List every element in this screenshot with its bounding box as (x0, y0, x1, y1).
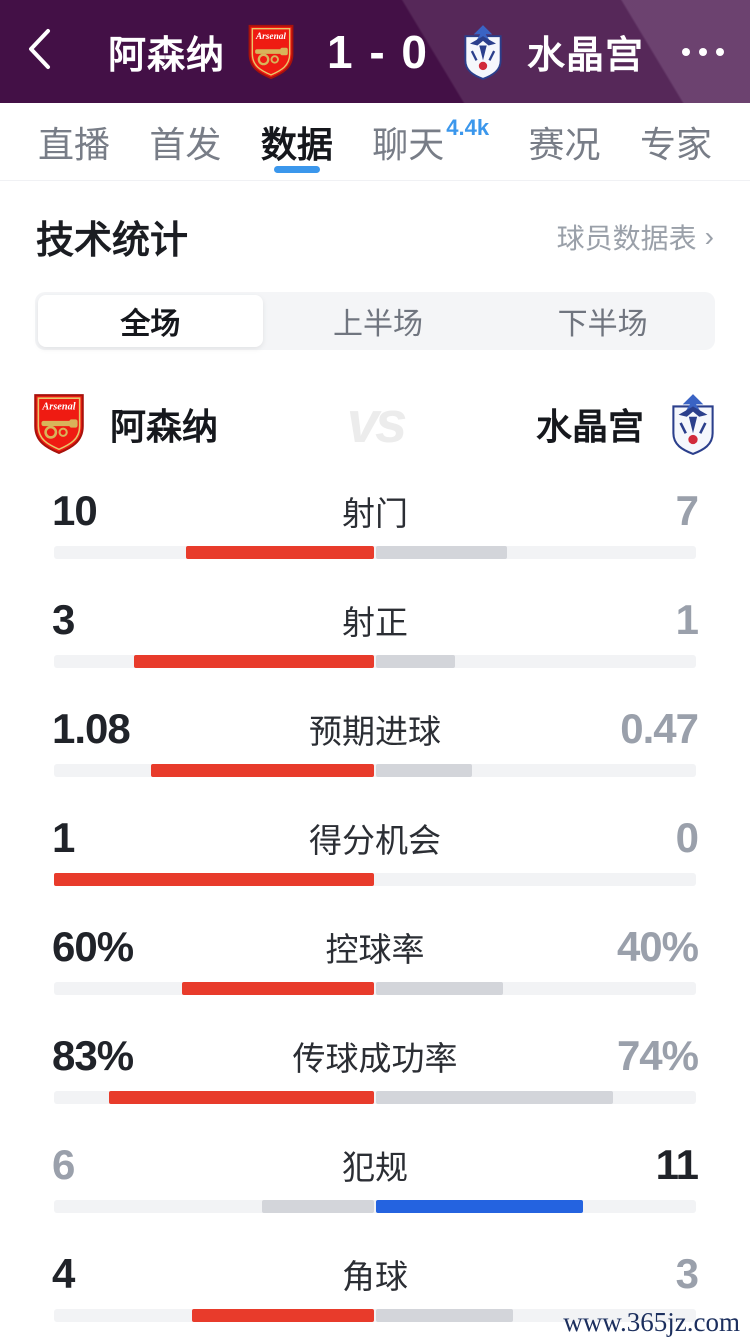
svg-text:Arsenal: Arsenal (41, 402, 75, 413)
header-away-team-name: 水晶宫 (527, 35, 645, 77)
away-stat-value: 0.47 (620, 705, 699, 752)
period-segmented-control: 全场 上半场 下半场 (35, 292, 715, 350)
stat-bar-track (54, 1309, 696, 1322)
away-stat-value: 7 (675, 487, 699, 534)
stat-row-预期进球: 1.08 预期进球 0.47 (0, 684, 750, 793)
home-stat-bar (134, 655, 374, 668)
arsenal-badge-icon: Arsenal (28, 392, 90, 456)
away-stat-value: 40% (616, 923, 699, 970)
segment-上半场[interactable]: 上半场 (333, 308, 423, 341)
away-team: 水晶宫 (536, 392, 722, 456)
stat-label: 预期进球 (309, 713, 441, 750)
stat-row-得分机会: 1 得分机会 0 (0, 793, 750, 902)
stat-bar-track (54, 1091, 696, 1104)
crystal-palace-badge-icon (664, 392, 722, 456)
more-dots-icon (682, 47, 690, 56)
stat-label: 控球率 (325, 931, 425, 968)
stat-row-传球成功率: 83% 传球成功率 74% (0, 1011, 750, 1120)
away-stat-value: 74% (616, 1032, 699, 1079)
stat-bar-track (54, 1200, 696, 1213)
segment-下半场[interactable]: 下半场 (557, 308, 648, 341)
home-stat-value: 3 (52, 596, 75, 643)
tab-专家[interactable]: 专家 (639, 123, 712, 165)
stat-bar-track (54, 546, 696, 559)
tab-赛况[interactable]: 赛况 (528, 123, 601, 165)
top-tabbar: 直播 首发 数据 聊天 4.4k 赛况 专家 (0, 103, 750, 181)
site-watermark: www.365jz.com (563, 1307, 740, 1337)
away-stat-bar (376, 764, 473, 777)
stat-label: 角球 (342, 1258, 408, 1295)
teams-row: Arsenal 阿森纳 vs 水晶宫 (0, 390, 750, 458)
home-stat-bar (186, 546, 374, 559)
back-button[interactable] (26, 22, 70, 82)
home-stat-value: 4 (52, 1250, 75, 1297)
home-stat-bar (191, 1309, 374, 1322)
arsenal-badge-icon: Arsenal (243, 23, 299, 81)
home-stat-bar (54, 873, 374, 886)
away-stat-bar (376, 546, 508, 559)
stat-bar-track (54, 655, 696, 668)
segment-全场[interactable]: 全场 (38, 295, 263, 347)
stat-label: 传球成功率 (292, 1040, 458, 1077)
home-stat-value: 1.08 (52, 705, 131, 752)
active-tab-underline (273, 166, 320, 173)
stat-row-角球: 4 角球 3 (0, 1229, 750, 1338)
stat-row-射正: 3 射正 1 (0, 575, 750, 684)
home-stat-value: 1 (52, 814, 75, 861)
section-title: 技术统计 (36, 220, 189, 262)
stat-label: 得分机会 (309, 822, 441, 859)
stats-section-header: 技术统计 球员数据表 › (0, 209, 750, 264)
header-scoreline: 阿森纳 Arsenal 1 - 0 水晶宫 (70, 23, 682, 81)
away-stat-value: 1 (675, 596, 699, 643)
tab-首发[interactable]: 首发 (149, 123, 222, 165)
away-stat-bar (376, 1091, 613, 1104)
away-stat-value: 11 (655, 1141, 699, 1188)
more-button[interactable] (682, 22, 724, 82)
home-team-name: 阿森纳 (110, 406, 219, 447)
away-stat-bar (376, 1309, 513, 1322)
home-stat-bar (182, 982, 374, 995)
home-team: Arsenal 阿森纳 (28, 392, 218, 456)
away-stat-bar (376, 1200, 583, 1213)
stat-label: 射正 (342, 604, 408, 641)
match-header: 阿森纳 Arsenal 1 - 0 水晶宫 (0, 0, 750, 103)
stat-row-控球率: 60% 控球率 40% (0, 902, 750, 1011)
svg-text:Arsenal: Arsenal (255, 31, 286, 41)
tab-数据[interactable]: 数据 (259, 103, 335, 180)
back-chevron-icon (26, 28, 52, 75)
stat-row-犯规: 6 犯规 11 (0, 1120, 750, 1229)
away-team-name: 水晶宫 (535, 406, 644, 447)
stat-bar-track (54, 873, 696, 886)
home-stat-value: 83% (52, 1032, 134, 1079)
tab-count-badge: 4.4k (446, 114, 490, 140)
stat-bar-track (54, 982, 696, 995)
tab-直播[interactable]: 直播 (38, 123, 111, 165)
stat-label: 射门 (342, 495, 408, 532)
away-stat-bar (376, 982, 504, 995)
chevron-right-icon: › (704, 220, 714, 252)
player-data-table-link[interactable]: 球员数据表 › (556, 220, 714, 254)
home-stat-value: 10 (52, 487, 98, 534)
away-stat-value: 0 (675, 814, 699, 861)
home-stat-value: 60% (52, 923, 134, 970)
home-stat-bar (261, 1200, 374, 1213)
away-stat-bar (376, 655, 456, 668)
stat-row-射门: 10 射门 7 (0, 466, 750, 575)
crystal-palace-badge-icon (457, 23, 509, 81)
away-stat-value: 3 (675, 1250, 699, 1297)
header-home-team-name: 阿森纳 (107, 35, 225, 77)
home-stat-value: 6 (52, 1141, 75, 1188)
stat-label: 犯规 (342, 1149, 408, 1186)
stat-bar-track (54, 764, 696, 777)
stats-list: 10 射门 7 3 射正 1 1.08 预期进球 0.47 1 (0, 466, 750, 1338)
home-stat-bar (108, 1091, 374, 1104)
home-stat-bar (151, 764, 374, 777)
vs-watermark: vs (346, 390, 407, 456)
score: 1 - 0 (326, 25, 430, 78)
tab-聊天[interactable]: 聊天 4.4k (372, 114, 490, 165)
